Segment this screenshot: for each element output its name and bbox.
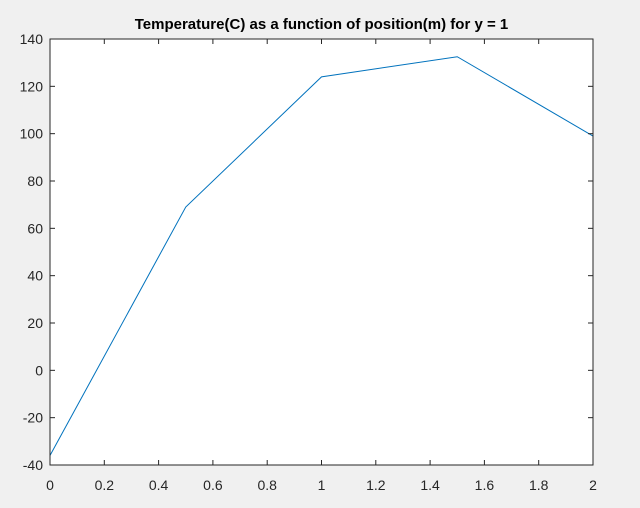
x-tick-label: 0 bbox=[46, 477, 54, 493]
x-tick-label: 0.2 bbox=[95, 477, 115, 493]
y-tick-label: -40 bbox=[23, 457, 43, 473]
x-tick-label: 1.8 bbox=[529, 477, 549, 493]
x-tick-label: 0.4 bbox=[149, 477, 169, 493]
x-tick-label: 1.4 bbox=[420, 477, 440, 493]
series-layer bbox=[49, 56, 594, 456]
x-tick-label: 1.2 bbox=[366, 477, 386, 493]
y-tick-label: 60 bbox=[27, 220, 43, 236]
x-tick-label: 1 bbox=[318, 477, 326, 493]
y-tick-label: 100 bbox=[20, 126, 44, 142]
y-tick-label: 140 bbox=[20, 31, 44, 47]
y-tick-label: -20 bbox=[23, 410, 43, 426]
y-tick-label: 20 bbox=[27, 315, 43, 331]
y-tick-label: 120 bbox=[20, 78, 44, 94]
x-tick-label: 1.6 bbox=[475, 477, 495, 493]
x-tick-label: 0.6 bbox=[203, 477, 223, 493]
y-tick-label: 80 bbox=[27, 173, 43, 189]
chart-title: Temperature(C) as a function of position… bbox=[135, 16, 509, 33]
y-tick-label: 0 bbox=[35, 362, 43, 378]
series-line bbox=[49, 56, 594, 456]
axes-background bbox=[50, 39, 593, 465]
tick-layer: 0 0.2 0.4 0.6 0.8 1 1.2 1.4 1.6 1.8 2 -40 -20 0 20 40 60… bbox=[20, 31, 597, 493]
y-tick-label: 40 bbox=[27, 268, 43, 284]
x-tick-label: 0.8 bbox=[257, 477, 277, 493]
axes-box bbox=[49, 38, 594, 466]
x-tick-label: 2 bbox=[589, 477, 597, 493]
